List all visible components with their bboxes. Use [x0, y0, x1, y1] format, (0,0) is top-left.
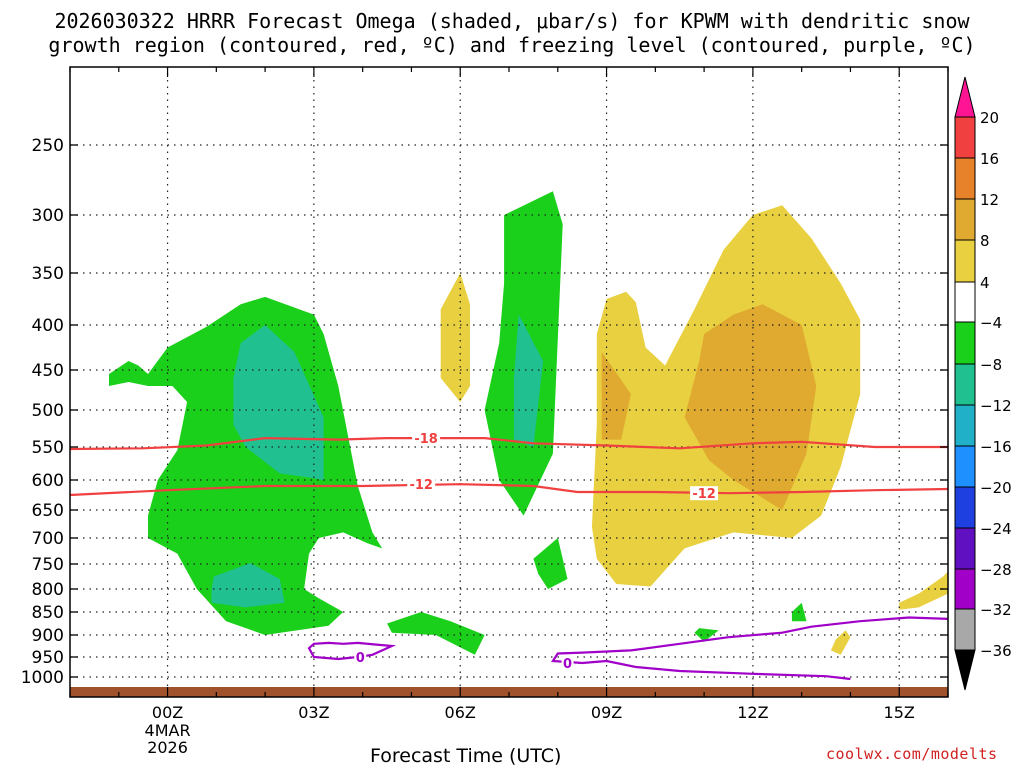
y-tick-label-14: 950 [32, 648, 64, 668]
contour-label-bg-3-0 [561, 656, 574, 670]
x-tick-label-2: 06Z [445, 703, 476, 722]
contour-label-bg-1-0 [407, 477, 436, 492]
x-axis-title: Forecast Time (UTC) [370, 745, 562, 767]
shaded-region-5 [513, 314, 544, 447]
y-tick-label-5: 500 [32, 401, 64, 421]
shaded-region-10 [684, 304, 817, 510]
colorbar-swatch-1 [954, 116, 976, 159]
contour-line-1 [70, 483, 948, 497]
shaded-region-13 [899, 571, 948, 610]
y-tick-label-0: 250 [32, 136, 64, 156]
colorbar-swatch-7 [954, 363, 976, 406]
colorbar-tick-label-3: 8 [980, 232, 990, 250]
colorbar-tick-label-9: −20 [980, 479, 1012, 497]
contour-label-1-0: -12 [409, 478, 433, 493]
chart-title-line-2: growth region (contoured, red, ºC) and f… [48, 33, 976, 57]
y-tick-label-4: 450 [32, 361, 64, 381]
colorbar-swatch-5 [954, 281, 976, 323]
colorbar-swatch-13 [954, 608, 976, 651]
y-tick-label-1: 300 [32, 206, 64, 226]
y-tick-label-12: 850 [32, 603, 64, 623]
colorbar-swatch-12 [954, 568, 976, 610]
x-tick-label-0: 00Z [152, 703, 183, 722]
y-tick-label-9: 700 [32, 529, 64, 549]
colorbar-swatch-6 [954, 321, 976, 365]
colorbar-tick-label-13: −36 [980, 642, 1012, 660]
colorbar-tick-label-6: −8 [980, 356, 1002, 374]
chart-title-line-1: 2026030322 HRRR Forecast Omega (shaded, … [54, 9, 970, 33]
shaded-region-7 [694, 628, 719, 642]
contour-label-0-0: -18 [414, 432, 438, 447]
colorbar-tick-label-12: −32 [980, 601, 1012, 619]
colorbar-swatch-9 [954, 445, 976, 488]
plot-area: -18 -12 -12 0 0 [70, 67, 948, 697]
colorbar-tick-label-10: −24 [980, 520, 1012, 538]
x-tick-label-4: 12Z [737, 703, 768, 722]
y-tick-label-10: 750 [32, 555, 64, 575]
colorbar-tick-label-5: −4 [980, 314, 1002, 332]
colorbar-tick-label-7: −12 [980, 397, 1012, 415]
contour-label-2-0: 0 [356, 651, 365, 666]
colorbar-tick-label-8: −16 [980, 438, 1012, 456]
colorbar-swatch-2 [954, 157, 976, 200]
shaded-region-2 [211, 563, 285, 608]
contour-line-3 [550, 616, 948, 681]
colorbar-tick-label-0: 20 [980, 109, 999, 127]
shaded-region-12 [440, 273, 470, 402]
contour-line-0 [70, 436, 948, 451]
colorbar-swatch-11 [954, 527, 976, 570]
colorbar-tick-label-4: 4 [980, 274, 990, 292]
shaded-region-14 [830, 630, 851, 655]
y-tick-label-2: 350 [32, 264, 64, 284]
y-tick-label-11: 800 [32, 580, 64, 600]
y-tick-label-6: 550 [32, 438, 64, 458]
contour-label-3-0: 0 [563, 657, 572, 672]
contour-label-bg-1-1 [690, 486, 719, 501]
colorbar-swatch-8 [954, 404, 976, 447]
y-tick-label-15: 1000 [21, 668, 64, 688]
x-tick-label-3: 09Z [591, 703, 622, 722]
y-tick-label-8: 650 [32, 501, 64, 521]
shaded-region-3 [387, 612, 485, 655]
colorbar-tick-label-1: 16 [980, 150, 999, 168]
shaded-region-0 [109, 296, 383, 635]
colorbar-arrow-bottom [954, 649, 976, 691]
shaded-region-11 [601, 352, 631, 440]
colorbar-swatch-10 [954, 486, 976, 529]
y-tick-label-3: 400 [32, 316, 64, 336]
credit-link[interactable]: coolwx.com/modelts [826, 745, 998, 763]
x-date-label-1: 2026 [147, 738, 188, 757]
colorbar-tick-label-11: −28 [980, 561, 1012, 579]
contour-label-bg-2-0 [354, 650, 367, 664]
colorbar-arrow-top [954, 76, 976, 118]
colorbar-tick-label-2: 12 [980, 191, 999, 209]
x-tick-label-1: 03Z [298, 703, 329, 722]
colorbar-swatch-3 [954, 198, 976, 241]
x-tick-label-5: 15Z [884, 703, 915, 722]
y-tick-label-13: 900 [32, 626, 64, 646]
shaded-region-1 [233, 325, 324, 480]
colorbar-swatch-4 [954, 239, 976, 283]
y-tick-label-7: 600 [32, 471, 64, 491]
contour-line-2 [307, 641, 397, 661]
contour-label-bg-0-0 [412, 431, 441, 446]
x-date-label-0: 4MAR [145, 721, 191, 740]
contour-label-1-1: -12 [692, 487, 716, 502]
shaded-region-6 [533, 538, 568, 589]
